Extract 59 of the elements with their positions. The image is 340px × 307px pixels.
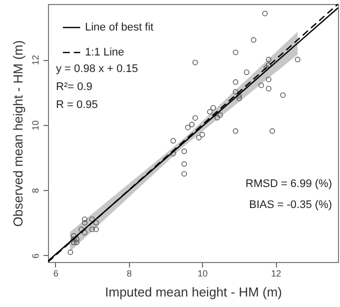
point: [192, 115, 198, 121]
point: [217, 112, 223, 118]
point: [210, 105, 216, 111]
point: [189, 122, 195, 128]
annotation: y = 0.98 x + 0.15: [56, 63, 138, 75]
y-tick-label: 8: [30, 188, 40, 194]
point: [266, 56, 272, 62]
point: [262, 10, 268, 16]
annotation: RMSD = 6.99 (%): [246, 178, 332, 190]
annotation: R²= 0.9: [56, 81, 92, 93]
x-tick-label: 10: [198, 268, 208, 278]
legend-label: 1:1 Line: [85, 46, 124, 58]
point: [258, 82, 264, 88]
point: [244, 70, 250, 75]
point: [280, 92, 286, 98]
point: [214, 114, 220, 120]
point: [170, 138, 176, 144]
point: [170, 150, 176, 156]
point: [181, 148, 187, 154]
x-tick-label: 12: [271, 268, 282, 278]
point: [68, 249, 74, 255]
x-tick-label: 6: [53, 268, 58, 278]
point: [181, 171, 187, 177]
legend-label: Line of best fit: [85, 22, 154, 34]
point: [207, 109, 213, 115]
point: [199, 132, 205, 138]
x-tick-label: 8: [126, 268, 132, 278]
point: [93, 220, 99, 226]
point: [181, 161, 187, 167]
y-tick-label: 10: [30, 120, 40, 130]
point: [266, 76, 272, 82]
point: [236, 93, 242, 99]
y-tick-label: 6: [30, 253, 40, 258]
point: [232, 50, 238, 56]
point: [82, 220, 88, 226]
point: [236, 96, 242, 102]
y-axis-title: Observed mean height - HM (m): [10, 40, 26, 227]
point: [89, 216, 95, 222]
point: [196, 134, 202, 140]
point: [185, 124, 191, 130]
point: [82, 230, 88, 236]
annotation: R = 0.95: [56, 99, 98, 111]
point: [266, 62, 272, 68]
point: [89, 226, 95, 232]
point: [270, 128, 276, 134]
point: [82, 216, 88, 222]
point: [70, 240, 76, 246]
point: [250, 37, 256, 43]
point: [74, 240, 80, 246]
point: [294, 56, 300, 62]
annotation: BIAS = -0.35 (%): [249, 199, 332, 211]
y-tick-label: 12: [30, 55, 40, 66]
x-axis-title: Imputed mean height - HM (m): [104, 284, 282, 300]
point: [266, 86, 272, 92]
point: [93, 226, 99, 232]
point: [232, 79, 238, 85]
point: [232, 89, 238, 95]
point: [192, 60, 198, 66]
point: [232, 128, 238, 134]
